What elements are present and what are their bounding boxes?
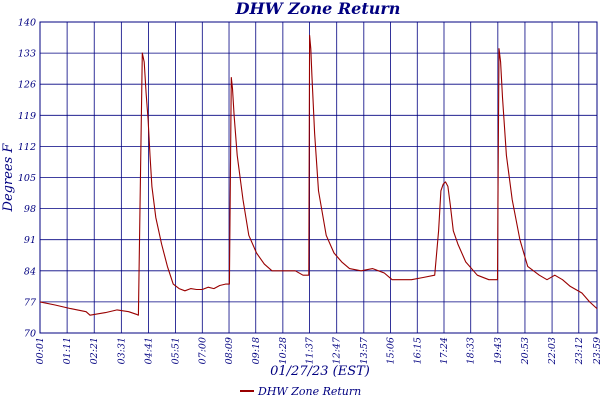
y-tick-label: 119 <box>18 111 36 122</box>
x-tick-label: 16:15 <box>412 337 423 364</box>
x-tick-label: 23:12 <box>574 337 585 365</box>
x-tick-label: 05:51 <box>171 337 182 364</box>
x-tick-label: 13:57 <box>359 336 370 364</box>
x-axis-ticks: 00:01 01:11 02:21 03:31 04:41 05:51 07:00 08:09… <box>35 336 600 365</box>
y-tick-label: 126 <box>18 80 36 91</box>
legend: DHW Zone Return <box>240 385 361 398</box>
x-tick-label: 08:09 <box>224 337 235 364</box>
y-tick-label: 112 <box>18 142 36 153</box>
x-tick-label: 17:24 <box>439 337 450 364</box>
y-tick-label: 105 <box>18 173 36 184</box>
y-axis-ticks: 70 77 84 91 98 105 112 119 126 133 140 <box>18 18 37 340</box>
x-tick-label: 19:43 <box>493 337 504 364</box>
x-tick-label: 12:47 <box>332 336 343 364</box>
y-tick-label: 98 <box>24 204 36 215</box>
y-tick-label: 77 <box>24 297 37 308</box>
x-tick-label: 09:18 <box>251 337 262 364</box>
series-line-dhw-zone-return <box>39 34 598 316</box>
x-tick-label: 15:06 <box>386 337 397 364</box>
x-tick-label: 10:28 <box>278 337 289 364</box>
x-tick-label: 03:31 <box>116 337 127 364</box>
x-tick-label: 18:33 <box>466 337 477 364</box>
x-tick-label: 01:11 <box>62 337 73 364</box>
x-tick-label: 11:37 <box>305 336 316 364</box>
y-axis-title: Degrees F <box>1 143 16 213</box>
legend-label: DHW Zone Return <box>257 385 361 398</box>
plot-area <box>39 21 598 334</box>
y-tick-label: 91 <box>24 235 36 246</box>
y-tick-label: 84 <box>24 266 36 277</box>
x-tick-label: 20:53 <box>520 337 531 365</box>
y-tick-label: 140 <box>18 18 36 29</box>
x-tick-label: 00:01 <box>35 337 46 364</box>
x-tick-label: 04:41 <box>143 337 154 364</box>
x-tick-label: 22:03 <box>547 337 558 365</box>
x-tick-label: 07:00 <box>197 337 208 364</box>
chart-title: DHW Zone Return <box>235 0 401 18</box>
y-tick-label: 70 <box>24 329 36 340</box>
x-tick-label: 02:21 <box>89 337 100 364</box>
x-tick-label: 23:59 <box>592 337 600 365</box>
y-tick-label: 133 <box>18 49 36 60</box>
x-axis-title: 01/27/23 (EST) <box>270 364 370 379</box>
